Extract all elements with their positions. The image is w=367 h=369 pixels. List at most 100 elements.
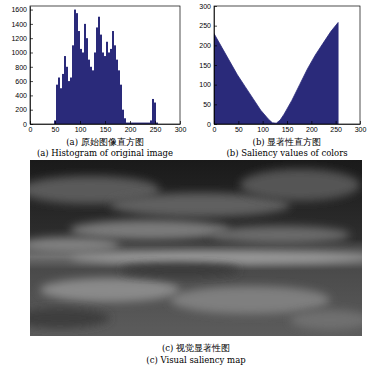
x-tick-label: 300: [355, 126, 367, 133]
cloud-shape: [30, 237, 120, 253]
x-tick-mark: [336, 121, 337, 124]
plot-frame: [214, 6, 360, 124]
histogram-bar: [100, 35, 102, 124]
saliency-map: [30, 160, 362, 336]
y-tick: 0: [207, 121, 217, 128]
histogram-bar: [150, 120, 152, 124]
histogram-bar: [92, 70, 94, 124]
x-tick-mark: [263, 121, 264, 124]
x-tick-mark: [80, 121, 81, 124]
histogram-bar: [120, 85, 122, 124]
y-tick-mark: [214, 85, 217, 86]
y-tick-label: 1600: [11, 6, 27, 13]
figure: 0501001502002503000200400600800100012001…: [0, 0, 367, 369]
plot-area: [214, 23, 338, 124]
x-tick: 50: [235, 121, 243, 133]
y-tick-mark: [214, 65, 217, 66]
x-axis: 050100150200250300: [29, 121, 187, 133]
x-tick: 300: [175, 121, 187, 133]
y-tick-mark: [30, 110, 33, 111]
histogram-bar: [82, 52, 84, 124]
y-tick-label: 0: [207, 121, 211, 128]
y-tick-mark: [30, 81, 33, 82]
x-tick: 250: [150, 121, 162, 133]
cloud-shape: [30, 308, 110, 328]
x-tick: 150: [282, 121, 294, 133]
y-tick-label: 50: [203, 101, 211, 108]
histogram-bar: [112, 31, 114, 124]
y-tick: 1600: [11, 6, 33, 13]
histogram-bar: [86, 38, 88, 124]
y-tick-label: 200: [199, 42, 211, 49]
x-tick-label: 0: [29, 126, 33, 133]
caption-english: (c) Visual saliency map: [146, 355, 246, 365]
x-tick-label: 250: [330, 126, 342, 133]
histogram-bar: [110, 49, 112, 124]
x-tick-mark: [311, 121, 312, 124]
histogram-bar: [88, 60, 90, 124]
y-axis: 0 50 100 150 200 250 300: [199, 3, 217, 128]
x-tick: 250: [330, 121, 342, 133]
x-tick: 50: [52, 121, 60, 133]
x-tick-label: 50: [52, 126, 60, 133]
x-axis: 050100150200250300: [213, 121, 367, 133]
histogram-bar: [124, 118, 126, 124]
histogram-bar: [116, 60, 118, 124]
y-tick: 150: [199, 62, 217, 69]
x-tick-mark: [238, 121, 239, 124]
y-tick-label: 100: [199, 81, 211, 88]
y-tick-label: 250: [199, 22, 211, 29]
x-tick-label: 200: [306, 126, 318, 133]
histogram-bar: [154, 103, 156, 124]
histogram-bar: [90, 67, 92, 124]
cloud-shape: [70, 220, 230, 240]
x-axis-line: [31, 124, 181, 125]
cloud-shape: [170, 286, 330, 314]
x-tick: 200: [306, 121, 318, 133]
histogram-bar: [60, 88, 62, 124]
x-tick-mark: [55, 121, 56, 124]
y-tick: 300: [199, 3, 217, 10]
cloud-shape: [40, 278, 180, 302]
saliency-area: [214, 23, 338, 124]
x-tick: 100: [75, 121, 87, 133]
x-tick-label: 250: [150, 126, 162, 133]
y-tick: 200: [15, 106, 33, 113]
x-tick-label: 50: [235, 126, 243, 133]
x-tick: 300: [355, 121, 367, 133]
cloud-shape: [70, 252, 362, 264]
y-tick-mark: [30, 52, 33, 53]
y-tick: 1400: [11, 21, 33, 28]
y-axis: 02004006008001000120014001600: [11, 6, 33, 127]
x-tick-label: 100: [75, 126, 87, 133]
y-tick-mark: [214, 26, 217, 27]
y-tick: 0: [23, 121, 33, 128]
x-tick-mark: [287, 121, 288, 124]
x-tick-mark: [155, 121, 156, 124]
histogram-bar: [94, 52, 96, 124]
cloud-shape: [240, 169, 360, 201]
x-tick: 200: [125, 121, 137, 133]
y-tick-mark: [30, 10, 33, 11]
histogram-bar: [76, 13, 78, 124]
y-tick-mark: [30, 67, 33, 68]
x-tick-mark: [105, 121, 106, 124]
y-tick-mark: [214, 104, 217, 105]
histogram-bar: [64, 56, 66, 124]
x-tick-label: 300: [175, 126, 187, 133]
y-tick: 1200: [11, 35, 33, 42]
y-tick-mark: [214, 45, 217, 46]
histogram-bar: [106, 42, 108, 124]
histogram-bar: [102, 52, 104, 124]
histogram-bar: [62, 74, 64, 124]
histogram-bar: [114, 45, 116, 124]
x-tick-mark: [180, 121, 181, 124]
x-tick-label: 0: [213, 126, 217, 133]
plot-area: [54, 10, 158, 124]
y-tick-label: 1200: [11, 35, 27, 42]
x-tick-label: 150: [282, 126, 294, 133]
y-tick: 1000: [11, 49, 33, 56]
x-tick-mark: [360, 121, 361, 124]
y-tick: 250: [199, 22, 217, 29]
cloud-shape: [210, 226, 350, 244]
